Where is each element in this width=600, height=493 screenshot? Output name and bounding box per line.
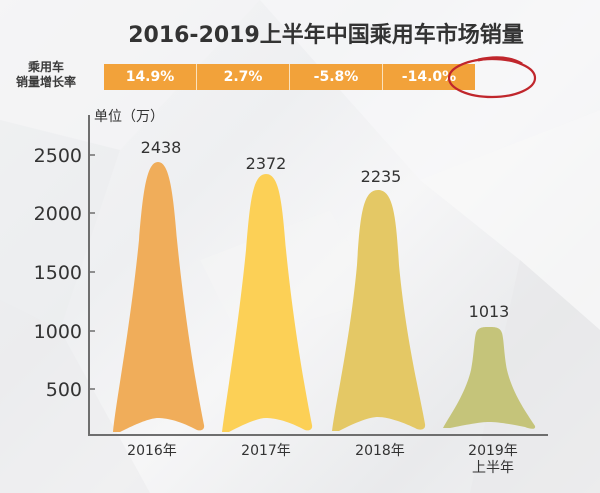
- bar-2017: [222, 174, 313, 432]
- x-label-2017: 2017年: [241, 443, 291, 459]
- value-label-2019h1: 1013: [469, 302, 510, 321]
- growth-cell-2016: 14.9%: [104, 64, 197, 90]
- x-label-2016: 2016年: [127, 443, 177, 459]
- y-tick-1500: 1500: [34, 262, 82, 284]
- y-tick-1000: 1000: [34, 321, 82, 343]
- x-label-2018: 2018年: [355, 443, 405, 459]
- bars: [113, 162, 536, 432]
- growth-label-line2: 销量增长率: [15, 75, 76, 89]
- y-axis-ticks: 2500 2000 1500 1000 500: [34, 145, 95, 401]
- value-label-2017: 2372: [246, 154, 287, 173]
- y-tick-2000: 2000: [34, 203, 82, 225]
- y-tick-500: 500: [46, 379, 82, 401]
- x-label-2019-line2: 上半年: [472, 460, 514, 476]
- growth-cell-2019h1: -14.0%: [401, 69, 457, 85]
- growth-label-line1: 乘用车: [27, 60, 64, 74]
- y-axis-unit-label: 单位（万）: [94, 109, 164, 125]
- bar-2018: [332, 190, 426, 431]
- highlight-circle-icon: [447, 56, 537, 99]
- value-labels: 2438 2372 2235 1013: [141, 138, 510, 321]
- x-label-2019-line1: 2019年: [468, 443, 518, 459]
- y-tick-2500: 2500: [34, 145, 82, 167]
- chart-title: 2016-2019上半年中国乘用车市场销量: [128, 23, 524, 48]
- growth-cell-2018: -5.8%: [290, 64, 383, 90]
- growth-rate-row-label: 乘用车 销量增长率: [10, 60, 82, 90]
- bar-2016: [113, 162, 205, 432]
- growth-rate-bar: 14.9% 2.7% -5.8% -14.0%: [104, 64, 475, 90]
- bar-2019h1: [443, 327, 536, 429]
- value-label-2018: 2235: [361, 167, 402, 186]
- growth-cell-2017: 2.7%: [197, 64, 290, 90]
- value-label-2016: 2438: [141, 138, 182, 157]
- x-axis-labels: 2016年 2017年 2018年 2019年 上半年: [127, 443, 518, 476]
